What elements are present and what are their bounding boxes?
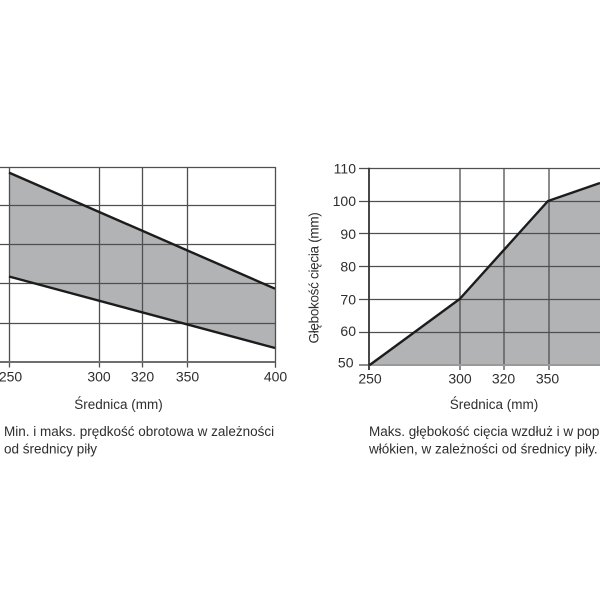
svg-text:250: 250: [358, 371, 382, 387]
svg-text:90: 90: [340, 226, 356, 242]
svg-text:70: 70: [340, 291, 356, 307]
svg-text:350: 350: [536, 371, 560, 387]
svg-text:350: 350: [176, 369, 200, 385]
svg-text:320: 320: [492, 371, 516, 387]
svg-text:włókien, w zależności od średn: włókien, w zależności od średnicy piły.: [368, 441, 598, 456]
svg-text:Średnica (mm): Średnica (mm): [450, 397, 539, 412]
svg-text:Głębokość cięcia (mm): Głębokość cięcia (mm): [307, 213, 322, 344]
svg-text:60: 60: [340, 323, 356, 339]
svg-text:250: 250: [0, 369, 22, 385]
svg-text:Maks. głębokość cięcia wzdłuż: Maks. głębokość cięcia wzdłuż i w poprze…: [369, 424, 600, 439]
svg-text:300: 300: [87, 369, 111, 385]
svg-text:Min. i maks. prędkość obrotowa: Min. i maks. prędkość obrotowa w zależno…: [4, 424, 274, 439]
svg-text:110: 110: [334, 161, 357, 177]
svg-text:50: 50: [338, 355, 354, 371]
svg-text:Średnica (mm): Średnica (mm): [74, 397, 163, 412]
svg-text:320: 320: [131, 369, 155, 385]
svg-text:od średnicy piły: od średnicy piły: [4, 441, 97, 456]
svg-text:300: 300: [448, 371, 472, 387]
svg-text:100: 100: [333, 193, 357, 209]
svg-text:400: 400: [264, 369, 288, 385]
svg-text:80: 80: [340, 259, 356, 275]
